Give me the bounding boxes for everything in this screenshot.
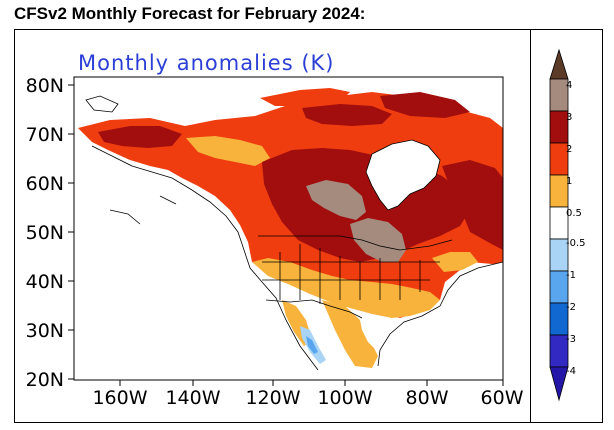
legend-swatch-below-neg-4 [549,366,569,402]
anomaly-region-neg-1-2 [306,336,318,354]
legend-swatch-above-4 [549,48,569,80]
lon-label-140w: 140W [165,387,220,409]
pacific-ocean [74,146,326,380]
map-boundaries [85,95,503,371]
hudson-bay [366,140,440,210]
lon-label-160w: 160W [92,387,147,409]
anomaly-region-3-4-hudson-west [306,180,366,220]
legend-label-neg-0p5: -0.5 [566,238,586,249]
anomaly-region-0p5-1-plains [252,258,440,318]
color-legend: 4 3 2 1 0.5 -0.5 -1 -2 -3 -4 [549,48,586,402]
legend-label-4: 4 [566,80,572,91]
anomaly-region-islands-2 [380,92,470,118]
map-plot-area [74,77,503,380]
legend-label-0p5: 0.5 [566,208,582,219]
arctic-ocean [74,77,420,122]
lat-label-60n: 60N [26,173,64,195]
legend-label-neg-2: -2 [566,302,576,313]
anomaly-region-2-3-north [302,104,392,126]
lat-label-70n: 70N [26,124,64,146]
legend-label-neg-1: -1 [566,270,576,281]
latitude-axis [68,84,74,380]
lat-label-50n: 50N [26,222,64,244]
anomaly-region-2-3-east [442,160,503,250]
lon-label-60w: 60W [481,387,524,409]
anomaly-region-2-3-nw [98,126,182,148]
anomaly-region-islands [260,88,350,106]
lon-label-120w: 120W [245,387,300,409]
gulf-of-mexico [360,318,414,352]
anomaly-region-0p5-1-west [186,136,270,166]
lat-label-30n: 30N [26,320,64,342]
panel-divider [530,29,531,423]
legend-label-3: 3 [566,112,572,123]
lon-label-80w: 80W [406,387,449,409]
legend-label-neg-4: -4 [566,366,576,377]
legend-label-2: 2 [566,144,572,155]
atlantic-ocean [378,262,503,380]
anomaly-region-3-4-ontario [350,218,406,262]
figure-frame [14,29,603,423]
lat-label-80n: 80N [26,75,64,97]
map-plot-border [73,76,504,381]
page-heading: CFSv2 Monthly Forecast for February 2024… [14,4,366,23]
map-panel-title: Monthly anomalies (K) [78,51,334,75]
anomaly-region-0p5-1-mexico [322,300,378,368]
legend-label-neg-3: -3 [566,334,576,345]
anomaly-region-0p5-1-east [432,252,478,272]
greenland-area [420,78,503,118]
longitude-axis [119,380,504,386]
lat-label-40n: 40N [26,271,64,293]
lat-label-20n: 20N [26,369,64,391]
lon-label-100w: 100W [317,387,372,409]
legend-label-1: 1 [566,176,572,187]
